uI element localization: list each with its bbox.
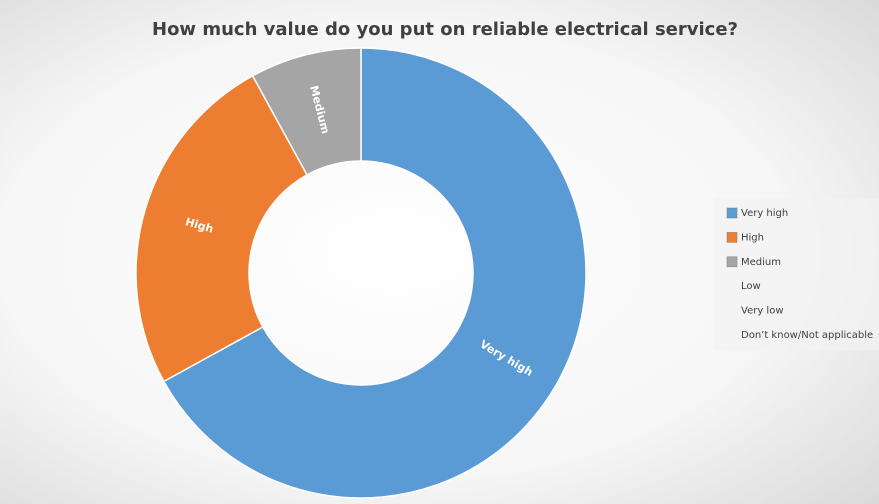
legend-label: Medium: [741, 257, 781, 268]
legend-box: [714, 198, 879, 350]
legend-swatch: [726, 256, 738, 268]
legend-swatch: [726, 207, 738, 219]
legend-label: Very high: [741, 208, 788, 219]
legend-label: Very low: [741, 306, 784, 317]
legend-swatch: [726, 232, 738, 243]
slice: [162, 47, 587, 499]
chart-title: How much value do you put on reliable el…: [152, 19, 738, 40]
legend-label: High: [741, 232, 764, 243]
slice: [135, 74, 309, 383]
legend-label: Don’t know/Not applicable: [741, 330, 873, 341]
slice: [251, 47, 362, 176]
legend-label: Low: [741, 281, 761, 292]
